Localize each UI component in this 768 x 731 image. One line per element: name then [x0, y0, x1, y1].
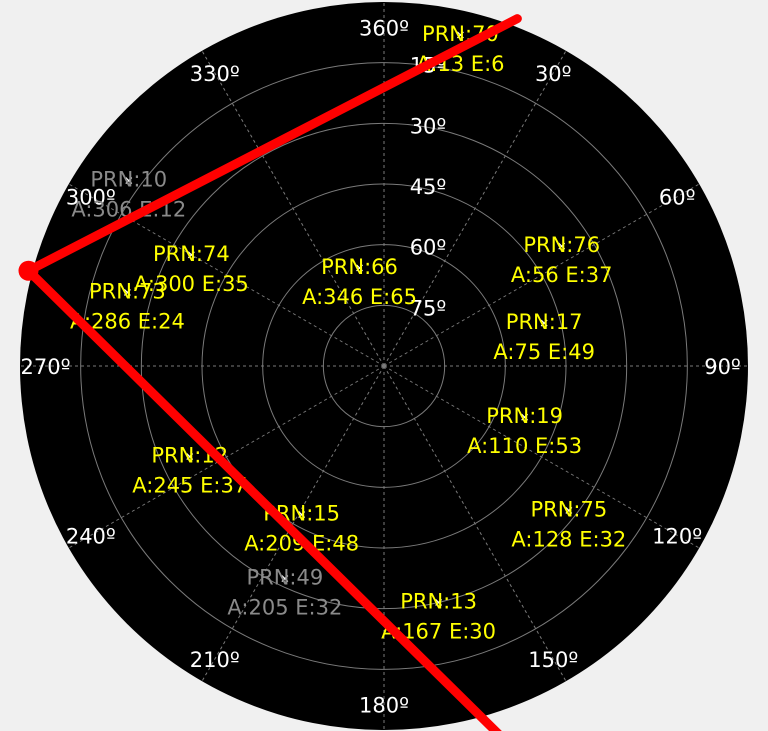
azimuth-label: 330º: [190, 62, 240, 86]
azimuth-spoke-7: [201, 365, 385, 682]
mask-line-1: [23, 266, 502, 731]
satellite-prn: PRN:73: [89, 279, 166, 303]
azimuth-label: 210º: [190, 648, 240, 672]
azimuth-label: 60º: [659, 186, 696, 210]
satellite-marker: [298, 511, 306, 518]
azimuth-label: 240º: [66, 524, 116, 548]
mask-vertex-handle[interactable]: [18, 260, 39, 281]
azimuth-label: 180º: [359, 694, 409, 718]
satellite-marker: [123, 288, 131, 296]
azimuth-spoke-5: [383, 365, 567, 682]
satellite-marker: [187, 251, 195, 259]
satellite-az-el: A:346 E:65: [302, 285, 417, 309]
satellite[interactable]: PRN:73A:286 E:24: [70, 279, 185, 333]
satellite-prn: PRN:76: [523, 233, 600, 257]
satellite-az-el: A:56 E:37: [511, 263, 613, 287]
satellite-marker: [558, 242, 566, 250]
azimuth-spoke-4: [383, 365, 700, 549]
azimuth-label: 150º: [528, 648, 578, 672]
satellite-prn: PRN:49: [246, 566, 323, 590]
satellite-marker: [521, 413, 529, 421]
satellite-prn: PRN:10: [90, 168, 167, 192]
satellite[interactable]: PRN:76 A:56 E:37: [511, 233, 613, 287]
satellite-marker: [565, 506, 573, 514]
satellite-prn: PRN:66: [321, 255, 398, 279]
elevation-mask: [18, 14, 522, 731]
azimuth-label: 30º: [535, 62, 572, 86]
satellite-az-el: A:300 E:35: [134, 272, 249, 296]
azimuth-spoke-1: [383, 50, 567, 367]
satellite-marker: [456, 31, 464, 39]
elevation-label: 75º: [410, 296, 447, 320]
satellite-prn: PRN:74: [153, 242, 230, 266]
satellite-marker: [125, 177, 133, 184]
satellite-prn: PRN:13: [400, 589, 477, 613]
satellite-az-el: A:110 E:53: [467, 434, 582, 458]
zenith-dot: [382, 364, 386, 368]
azimuth-labels: 360º 30º 60º 90º 120º 150º 180º 210º 240º 270º 300…: [20, 16, 740, 717]
azimuth-spoke-8: [68, 365, 385, 549]
azimuth-label: 360º: [359, 16, 409, 40]
azimuth-label: 270º: [20, 355, 70, 379]
satellite-prn: PRN:75: [530, 497, 607, 521]
elevation-label: 45º: [410, 175, 447, 199]
azimuth-label: 120º: [652, 524, 702, 548]
elevation-ring-0: [80, 62, 688, 670]
azimuth-label: 90º: [704, 355, 741, 379]
mask-line-0: [23, 14, 522, 276]
satellite[interactable]: PRN:17 A:75 E:49: [493, 310, 595, 364]
satellite-prn: PRN:17: [506, 310, 583, 334]
satellite-az-el: A:128 E:32: [511, 527, 626, 551]
azimuth-spoke-11: [201, 50, 385, 367]
satellite-marker: [540, 319, 548, 327]
satellite[interactable]: PRN:74 A:300 E:35: [134, 242, 249, 296]
satellite[interactable]: PRN:75 A:128 E:32: [511, 497, 626, 551]
elevation-label: 30º: [410, 114, 447, 138]
azimuth-spoke-2: [383, 183, 700, 367]
satellite[interactable]: PRN:19 A:110 E:53: [467, 404, 582, 458]
elevation-label: 60º: [410, 236, 447, 260]
satellite[interactable]: PRN:49 A:205 E:32: [227, 566, 342, 620]
azimuth-spoke-10: [68, 183, 385, 367]
plot-grid: [20, 2, 748, 730]
satellite-marker: [356, 264, 363, 272]
satellite-marker: [435, 599, 443, 606]
satellite[interactable]: PRN:66 A:346 E:65: [302, 255, 417, 309]
satellite-marker: [186, 453, 194, 461]
satellite-az-el: A:75 E:49: [493, 340, 595, 364]
satellite-az-el: A:205 E:32: [227, 596, 342, 620]
azimuth-label: 300º: [66, 186, 116, 210]
satellite-prn: PRN:19: [486, 404, 563, 428]
satellite-az-el: A:245 E:37: [132, 474, 247, 498]
satellite-marker: [281, 575, 289, 583]
